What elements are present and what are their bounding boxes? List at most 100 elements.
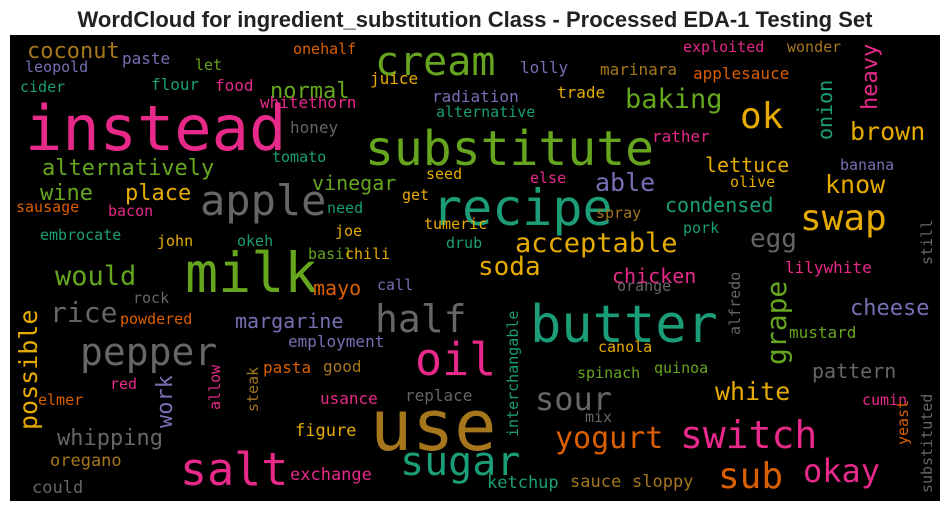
word: powdered xyxy=(120,310,192,328)
word: swap xyxy=(800,198,887,239)
word: cheese xyxy=(850,296,929,321)
word: orange xyxy=(617,277,671,295)
word: cumin xyxy=(862,391,907,409)
word: condensed xyxy=(665,193,773,217)
word: lettuce xyxy=(705,153,789,177)
word: rock xyxy=(133,289,169,307)
word: possible xyxy=(14,310,43,430)
word: alfredo xyxy=(726,272,744,335)
word: elmer xyxy=(38,391,83,409)
word: instead xyxy=(25,92,286,165)
word: banana xyxy=(840,156,894,174)
word: sausage xyxy=(16,198,79,216)
word: paste xyxy=(122,49,170,68)
word: pasta xyxy=(263,358,311,377)
word: rice xyxy=(50,296,117,329)
word: alternatively xyxy=(42,156,214,181)
word: place xyxy=(125,181,191,206)
word: mustard xyxy=(789,323,856,342)
word: basil xyxy=(308,245,353,263)
word: sour xyxy=(535,380,612,418)
word: wine xyxy=(40,181,93,206)
word: allow xyxy=(206,364,224,410)
word: seed xyxy=(426,165,462,183)
word: employment xyxy=(288,332,384,351)
word: could xyxy=(32,478,83,498)
word: exploited xyxy=(683,38,764,56)
word: interchangable xyxy=(504,311,522,437)
word: tumeric xyxy=(424,215,487,233)
word: john xyxy=(157,232,193,250)
word: work xyxy=(153,375,178,428)
word: good xyxy=(323,357,362,376)
word: use xyxy=(370,385,496,467)
word: replace xyxy=(405,386,472,405)
word: alternative xyxy=(436,103,535,121)
word: mayo xyxy=(313,276,361,300)
word: joe xyxy=(335,222,362,240)
word: ok xyxy=(740,96,784,137)
word: oil xyxy=(415,333,496,386)
word: sloppy xyxy=(632,472,693,492)
word: bacon xyxy=(108,202,153,220)
word: figure xyxy=(295,421,356,441)
word: milk xyxy=(185,241,317,305)
word: usance xyxy=(320,389,378,408)
word: would xyxy=(55,261,136,292)
word: radiation xyxy=(432,87,519,106)
word: substitute xyxy=(365,121,654,177)
word: white xyxy=(715,377,790,406)
word: know xyxy=(825,170,886,199)
word: lolly xyxy=(520,58,569,77)
word: egg xyxy=(750,224,797,254)
word: honey xyxy=(290,118,339,137)
word: brown xyxy=(850,117,925,146)
word: sub xyxy=(718,456,783,497)
word: butter xyxy=(530,295,718,355)
word: yogurt xyxy=(555,421,663,456)
word: mix xyxy=(585,408,612,426)
word: able xyxy=(595,168,655,197)
word: sugar xyxy=(400,439,520,485)
word: trade xyxy=(557,83,605,102)
word: steak xyxy=(244,367,262,412)
word: grape xyxy=(760,281,793,365)
word: oregano xyxy=(50,451,122,471)
word: get xyxy=(402,186,429,204)
word: onehalf xyxy=(293,40,356,58)
word: leopold xyxy=(25,58,88,76)
word: margarine xyxy=(235,309,343,333)
word: else xyxy=(530,169,566,187)
word: substituted xyxy=(918,394,936,493)
cloud-background xyxy=(10,35,940,501)
word: rather xyxy=(652,127,710,146)
word: still xyxy=(918,220,936,265)
word: wonder xyxy=(787,38,841,56)
word: sauce xyxy=(570,472,621,492)
word: salt xyxy=(180,443,288,496)
word: exchange xyxy=(290,465,372,485)
word: call xyxy=(377,276,413,294)
word: pepper xyxy=(80,330,217,374)
word: pattern xyxy=(812,359,896,383)
word: onion xyxy=(813,80,837,140)
word: marinara xyxy=(600,60,677,79)
word: soda xyxy=(478,252,541,282)
word: baking xyxy=(625,84,723,115)
word: tomato xyxy=(272,148,326,166)
word: recipe xyxy=(432,179,613,237)
word: red xyxy=(110,375,137,393)
word: whipping xyxy=(57,426,163,451)
chart-title: WordCloud for ingredient_substitution Cl… xyxy=(78,7,874,32)
word: spinach xyxy=(577,364,640,382)
word: cream xyxy=(375,39,495,85)
word: canola xyxy=(598,338,652,356)
word: applesauce xyxy=(693,64,789,83)
word: okeh xyxy=(237,232,273,250)
word: coconut xyxy=(27,39,120,64)
word: chili xyxy=(345,245,390,263)
word: need xyxy=(327,199,363,217)
word: apple xyxy=(200,176,326,225)
word: switch xyxy=(680,413,817,457)
